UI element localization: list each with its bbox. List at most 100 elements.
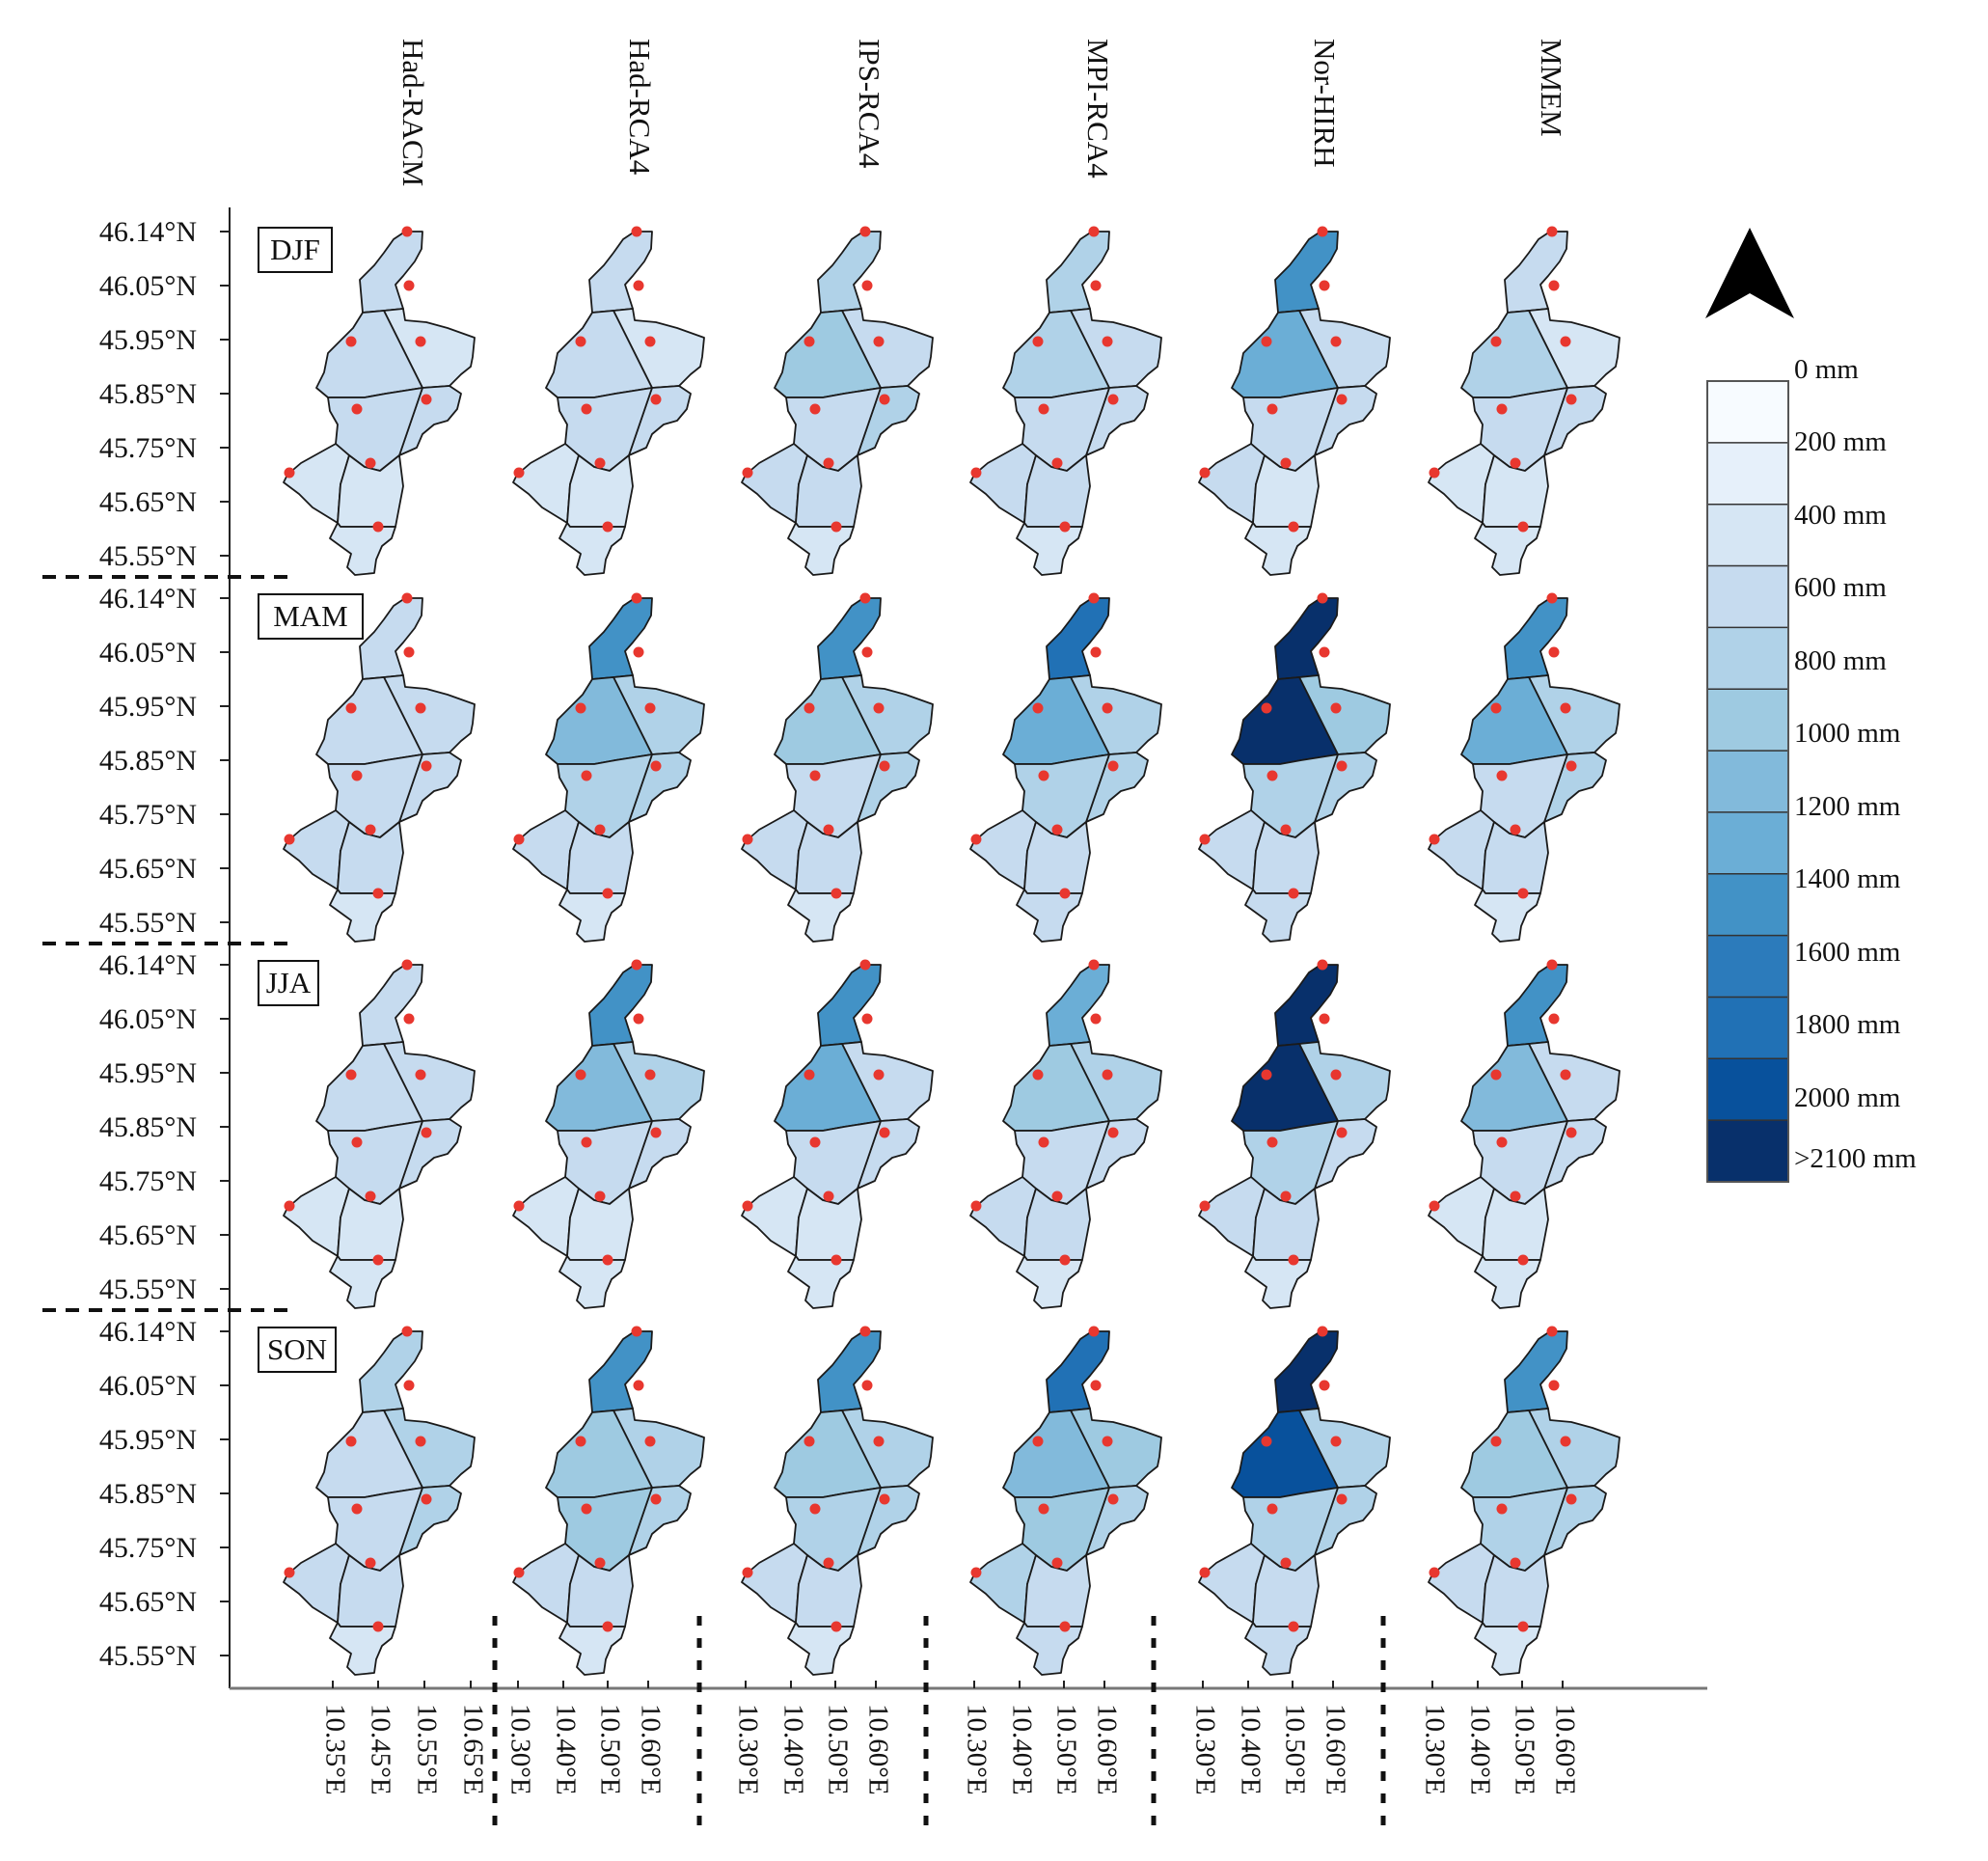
season-label-box [258, 960, 319, 1006]
weather-station-marker [1090, 646, 1102, 658]
legend-color-swatch [1707, 1058, 1788, 1121]
latitude-tick-label: 45.85°N [99, 745, 197, 777]
longitude-tick-label: 10.45°E [365, 1704, 395, 1795]
region-south [566, 1554, 634, 1628]
weather-station-marker [351, 403, 363, 415]
map-panel-djf-1 [512, 226, 705, 576]
weather-station-marker [742, 467, 753, 479]
map-panel-djf-4 [1198, 226, 1391, 576]
legend-label: 2000 mm [1794, 1082, 1901, 1113]
region-east [628, 1118, 692, 1190]
weather-station-marker [602, 521, 613, 533]
latitude-tick-label: 46.14°N [99, 216, 197, 248]
weather-station-marker [1517, 888, 1529, 899]
map-panel-jja-0 [283, 959, 476, 1309]
weather-station-marker [873, 1436, 885, 1447]
longitude-tick-label: 10.35°E [319, 1704, 350, 1795]
weather-station-marker [1548, 280, 1560, 291]
weather-station-marker [1088, 226, 1100, 237]
map-panel-son-0 [283, 1326, 476, 1676]
weather-station-marker [1266, 770, 1278, 781]
map-panel-jja-2 [741, 959, 934, 1309]
region-north [817, 1330, 882, 1413]
region-west [315, 676, 423, 765]
weather-station-marker [823, 457, 834, 469]
region-southeast [329, 522, 396, 576]
weather-station-marker [1199, 1200, 1211, 1212]
weather-station-marker [1199, 467, 1211, 479]
weather-station-marker [1330, 702, 1342, 714]
longitude-tick-label: 10.40°E [1006, 1704, 1037, 1795]
weather-station-marker [403, 280, 415, 291]
region-north [588, 1330, 653, 1413]
weather-station-marker [575, 702, 586, 714]
region-southeast [1474, 1255, 1541, 1309]
weather-station-marker [809, 1503, 821, 1515]
region-north [817, 231, 882, 314]
weather-station-marker [1199, 1567, 1211, 1578]
model-column-title: IPS-RCA4 [853, 39, 886, 169]
legend-color-swatch [1707, 997, 1788, 1059]
weather-station-marker [831, 1621, 842, 1632]
region-west [545, 1043, 653, 1132]
weather-station-marker [403, 1380, 415, 1391]
region-southeast [787, 522, 855, 576]
map-panels [283, 226, 1620, 1676]
latitude-tick-label: 45.65°N [99, 1586, 197, 1618]
region-west [1460, 1043, 1568, 1132]
latitude-tick-label: 46.05°N [99, 637, 197, 669]
region-east [857, 1485, 920, 1556]
legend-color-swatch [1707, 751, 1788, 813]
region-southeast [1244, 1255, 1312, 1309]
map-panel-son-1 [512, 1326, 705, 1676]
weather-station-marker [1266, 1503, 1278, 1515]
weather-station-marker [633, 1013, 644, 1025]
weather-station-marker [650, 760, 662, 772]
region-north [359, 597, 423, 680]
model-column-title: Had-RACM [396, 39, 430, 186]
weather-station-marker [1510, 457, 1521, 469]
weather-station-marker [415, 1069, 426, 1081]
region-west [774, 1409, 882, 1498]
season-label: SON [267, 1332, 327, 1366]
weather-station-marker [372, 888, 384, 899]
weather-station-marker [861, 280, 873, 291]
region-south [795, 821, 862, 894]
legend-color-swatch [1707, 935, 1788, 998]
weather-station-marker [1059, 888, 1071, 899]
weather-station-marker [1288, 1254, 1299, 1266]
weather-station-marker [1032, 702, 1044, 714]
longitude-tick-label: 10.50°E [1279, 1704, 1310, 1795]
longitude-tick-label: 10.30°E [504, 1704, 535, 1795]
weather-station-marker [1038, 770, 1049, 781]
weather-station-marker [1546, 959, 1558, 971]
longitude-axis: 10.35°E 10.45°E 10.55°E 10.65°E 10.30°E 10.40… [319, 1681, 1580, 1795]
weather-station-marker [970, 1567, 982, 1578]
weather-station-marker [1102, 336, 1113, 347]
weather-station-marker [1107, 1127, 1119, 1138]
season-label: JJA [266, 966, 312, 999]
weather-station-marker [873, 702, 885, 714]
weather-station-marker [1546, 592, 1558, 604]
weather-station-marker [602, 1621, 613, 1632]
weather-station-marker [1107, 1493, 1119, 1505]
season-labels: DJF MAM JJA SON [258, 227, 364, 1373]
weather-station-marker [365, 824, 376, 835]
weather-station-marker [1496, 770, 1508, 781]
region-south [1023, 454, 1091, 528]
region-west [315, 1409, 423, 1498]
region-east [857, 385, 920, 456]
weather-station-marker [873, 336, 885, 347]
weather-station-marker [1261, 1069, 1272, 1081]
map-panel-mam-2 [741, 592, 934, 943]
longitude-tick-label: 10.60°E [1091, 1704, 1122, 1795]
region-west [315, 1043, 423, 1132]
weather-station-marker [372, 1254, 384, 1266]
latitude-tick-label: 45.55°N [99, 1273, 197, 1305]
region-southeast [1016, 1622, 1083, 1676]
weather-station-marker [1051, 457, 1063, 469]
region-south [337, 1188, 404, 1261]
region-east [628, 385, 692, 456]
region-north [588, 231, 653, 314]
